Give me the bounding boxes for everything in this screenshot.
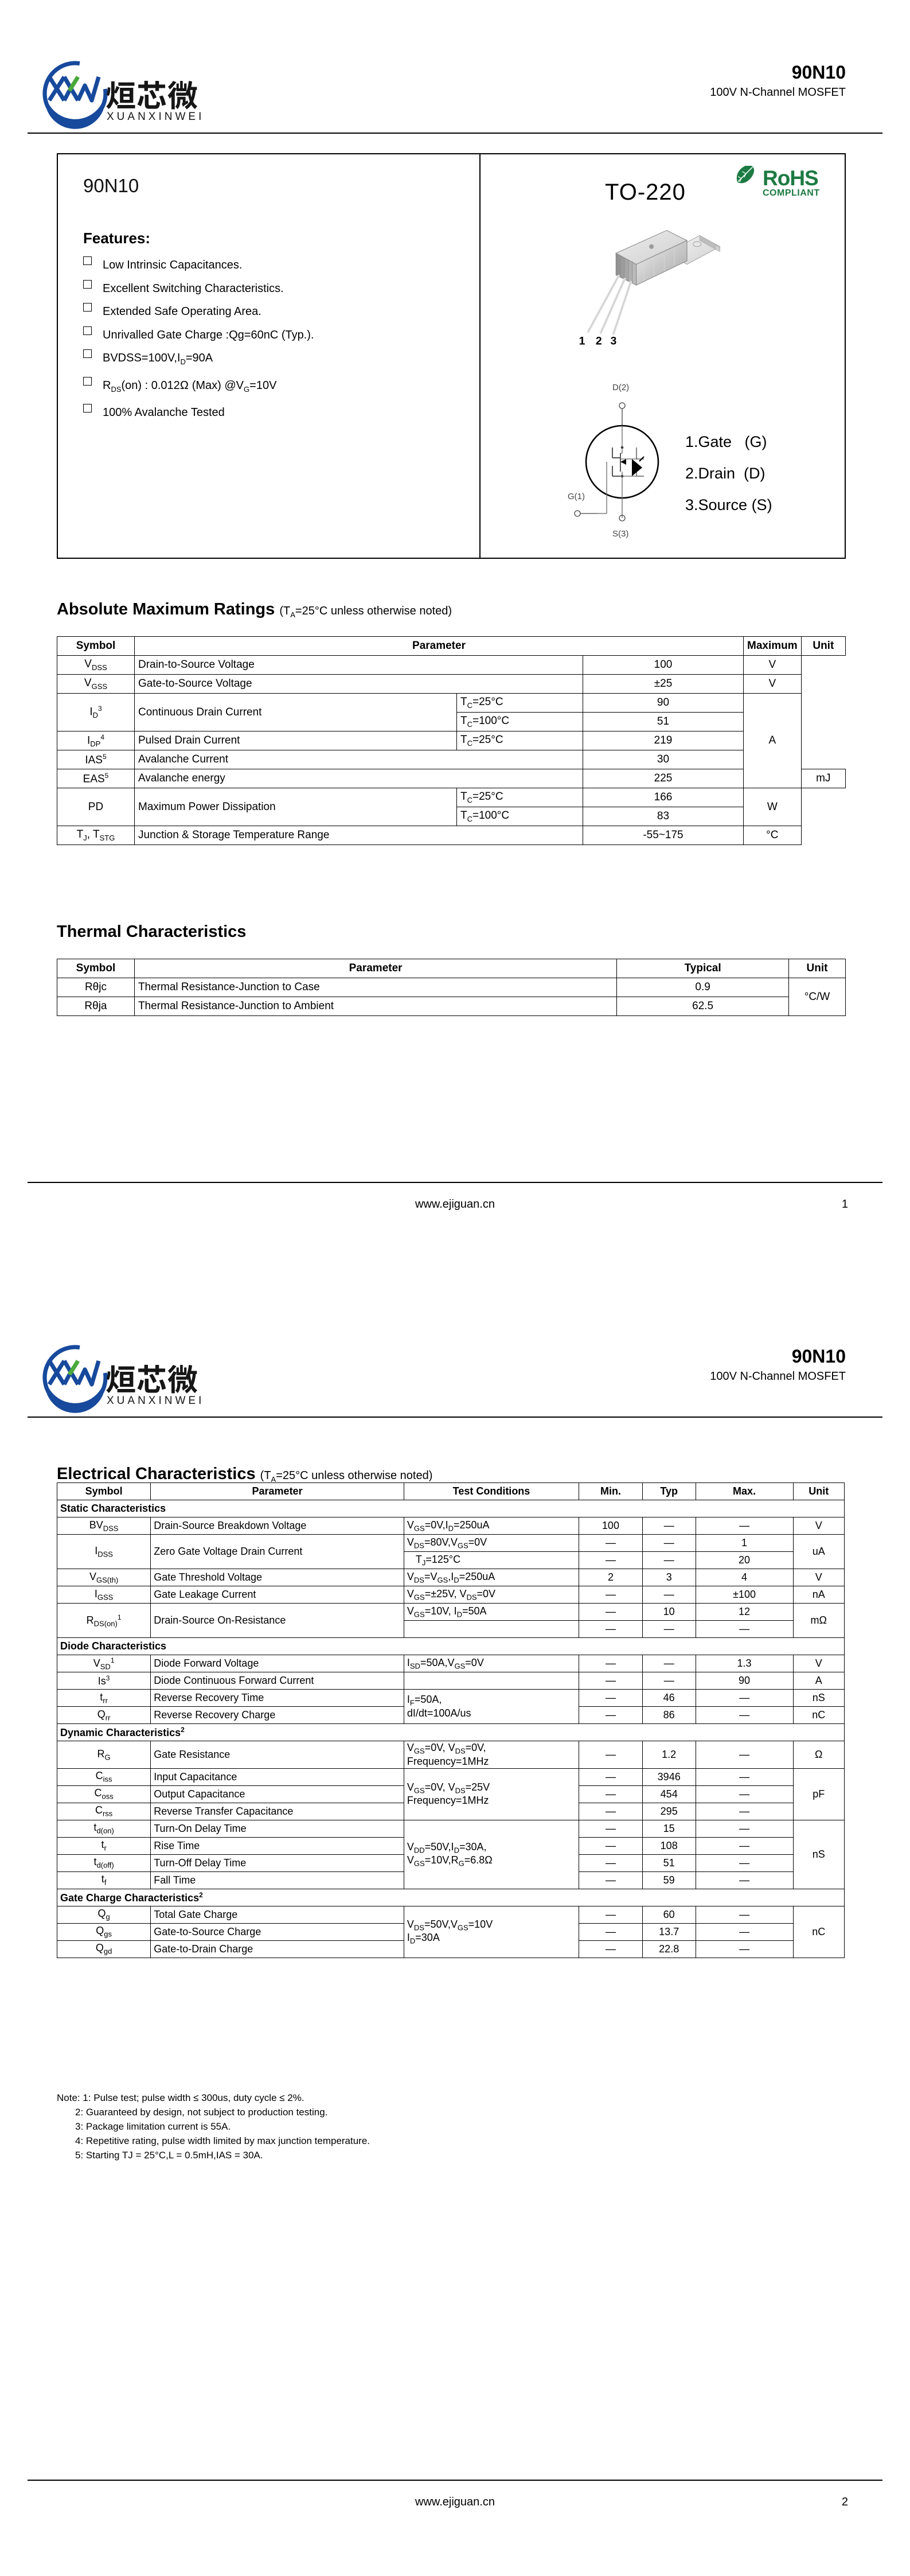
svg-text:D(2): D(2) xyxy=(612,383,629,392)
svg-text:COMPLIANT: COMPLIANT xyxy=(763,188,820,197)
svg-text:3: 3 xyxy=(611,335,617,347)
svg-text:2: 2 xyxy=(596,335,602,347)
svg-text:1: 1 xyxy=(579,335,585,347)
svg-text:S(3): S(3) xyxy=(612,529,628,539)
svg-text:RoHS: RoHS xyxy=(763,166,818,190)
svg-text:G(1): G(1) xyxy=(568,492,585,501)
